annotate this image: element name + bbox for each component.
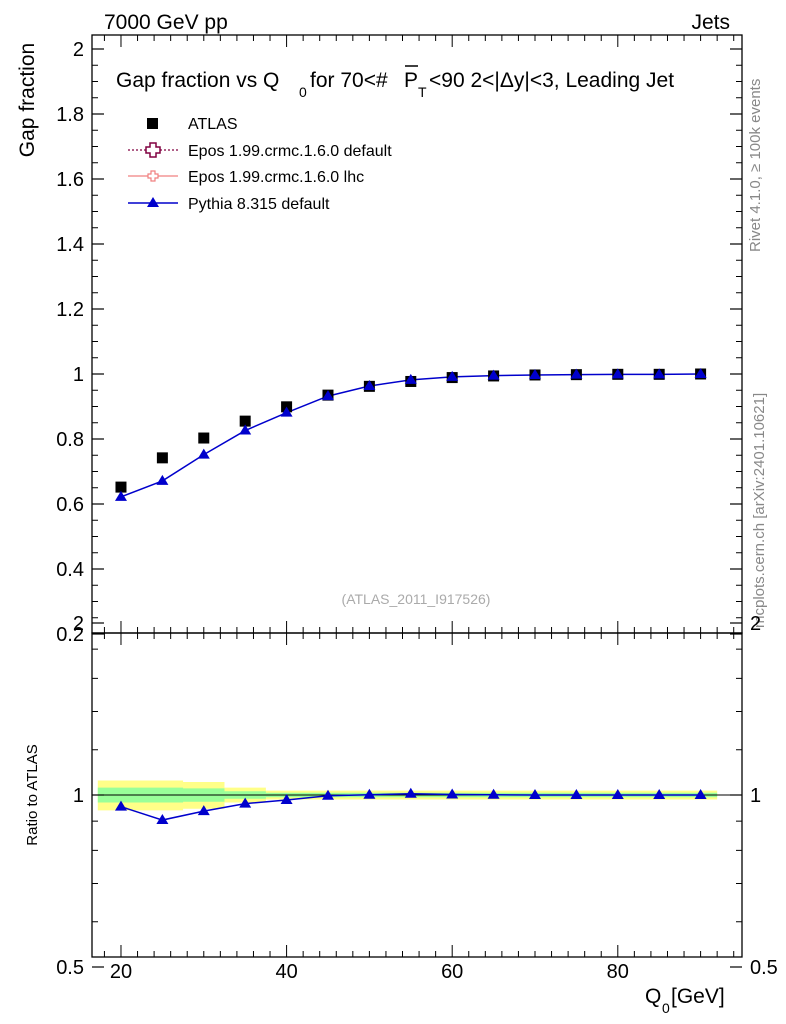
pythia-data-point (280, 406, 293, 417)
atlas-data-point (115, 481, 127, 493)
y-axis-label-main: Gap fraction (16, 43, 39, 157)
atlas-data-point (156, 452, 168, 464)
x-tick-label: 60 (441, 961, 463, 983)
mcplots-label: mcplots.cern.ch [arXiv:2401.10621] (751, 393, 768, 628)
pythia-ratio-point (363, 788, 376, 799)
plot-title-p: P (404, 69, 418, 92)
y-axis-label-ratio: Ratio to ATLAS (24, 744, 41, 845)
main-y-tick-label: 1.6 (56, 169, 84, 191)
legend-marker-atlas (147, 118, 158, 129)
main-y-tick-label: 1.8 (56, 104, 84, 126)
atlas-data-point (198, 432, 210, 444)
plot-title-sub-0: 0 (299, 84, 307, 100)
pythia-data-point (239, 424, 252, 435)
main-y-tick-label: 1 (73, 364, 84, 386)
x-axis-label-unit: [GeV] (671, 985, 725, 1008)
ratio-y-tick-label-right: 2 (750, 613, 761, 635)
x-axis-label-q: Q (645, 985, 661, 1008)
main-y-tick-label: 2 (73, 39, 84, 61)
legend-label-epos-default: Epos 1.99.crmc.1.6.0 default (188, 143, 392, 160)
pythia-data-point (404, 373, 417, 384)
main-y-tick-label: 0.2 (56, 624, 84, 646)
pythia-data-point (446, 370, 459, 381)
pythia-data-point (528, 368, 541, 379)
pythia-ratio-point (239, 797, 252, 808)
pythia-data-point (611, 368, 624, 379)
x-axis-label: Q 0 [GeV] (645, 985, 725, 1016)
ratio-y-tick-label-right: 1 (750, 785, 761, 807)
pythia-ratio-point (694, 789, 707, 799)
pythia-ratio-point (528, 789, 541, 799)
header-jets-label: Jets (691, 11, 730, 34)
header-energy-label: 7000 GeV pp (104, 11, 228, 34)
legend: ATLAS Epos 1.99.crmc.1.6.0 default Epos … (128, 116, 392, 213)
pythia-ratio-point (487, 788, 500, 799)
analysis-watermark: (ATLAS_2011_I917526) (342, 591, 491, 607)
pythia-data-point (653, 368, 666, 379)
atlas-data-point (239, 415, 251, 427)
pythia-data-point (570, 368, 583, 379)
ratio-y-tick-label-right: 0.5 (750, 957, 778, 979)
main-y-tick-label: 1.4 (56, 234, 84, 256)
pythia-ratio-point (611, 789, 624, 799)
pythia-ratio-point (404, 787, 417, 798)
ratio-plot-panel: 0.5 0.5 1 1 2 2 20 40 60 80 (56, 613, 778, 983)
legend-marker-epos-default (145, 142, 161, 158)
pythia-ratio-point (197, 805, 210, 816)
plot-title: Gap fraction vs Q 0 for 70<# P T <90 2<|… (116, 65, 674, 100)
main-y-tick-label: 0.6 (56, 494, 84, 516)
pythia-data-point (487, 369, 500, 380)
plot-title-part2: for 70<# (310, 69, 388, 92)
x-tick-label: 80 (607, 961, 629, 983)
pythia-ratio-point (446, 788, 459, 799)
pythia-data-point (197, 448, 210, 459)
plot-title-part3: <90 2<|Δy|<3, Leading Jet (429, 69, 674, 92)
pythia-ratio-point (653, 789, 666, 799)
pythia-data-point (694, 368, 707, 378)
rivet-version-label: Rivet 4.1.0, ≥ 100k events (747, 79, 764, 252)
pythia-ratio-point (570, 789, 583, 799)
plot-title-part1: Gap fraction vs Q (116, 69, 279, 92)
pythia-ratio-point (321, 789, 334, 800)
pythia-ratio-point (280, 794, 293, 805)
pythia-data-point (321, 390, 334, 401)
pythia-ratio-point (156, 814, 169, 825)
x-tick-label: 20 (110, 961, 132, 983)
pythia-data-point (363, 380, 376, 391)
pythia-data-point (114, 490, 127, 501)
x-axis-label-sub: 0 (662, 1000, 670, 1016)
main-plot-panel: 0.2 0.4 0.6 0.8 1 1.2 1.4 1.6 1.8 2 (56, 34, 743, 646)
main-y-tick-label: 0.4 (56, 559, 84, 581)
legend-marker-pythia (147, 197, 159, 207)
main-y-tick-label: 1.2 (56, 299, 84, 321)
x-tick-label: 40 (275, 961, 297, 983)
legend-label-atlas: ATLAS (188, 116, 238, 133)
ratio-y-tick-label: 1 (73, 785, 84, 807)
ratio-y-tick-label: 2 (73, 613, 84, 635)
legend-label-epos-lhc: Epos 1.99.crmc.1.6.0 lhc (188, 169, 364, 186)
main-y-tick-label: 0.8 (56, 429, 84, 451)
plot-title-sub-t: T (418, 84, 427, 100)
pythia-data-point (156, 474, 169, 485)
pythia-ratio-point (114, 800, 127, 811)
legend-label-pythia: Pythia 8.315 default (188, 196, 330, 213)
ratio-y-tick-label: 0.5 (56, 957, 84, 979)
legend-marker-epos-lhc (147, 170, 159, 182)
